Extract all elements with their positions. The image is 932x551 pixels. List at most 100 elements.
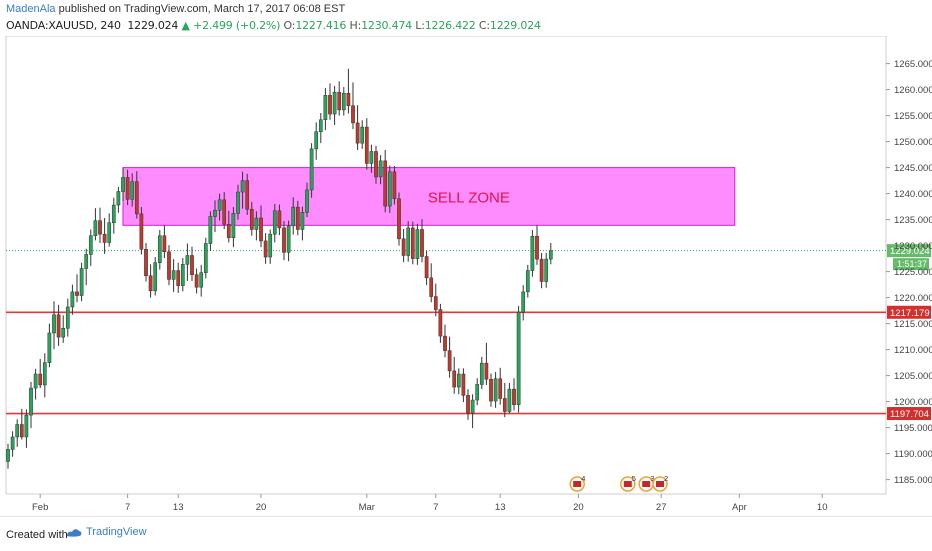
candle-body <box>351 105 355 124</box>
candle-body <box>240 180 245 193</box>
y-tick-label: 1245.000 <box>894 163 932 174</box>
candle <box>93 208 98 241</box>
candle-body <box>79 268 84 296</box>
candle <box>341 87 346 116</box>
candle-body <box>33 373 38 389</box>
candle-body <box>475 384 480 401</box>
candle <box>415 223 420 265</box>
y-tick-label: 1205.000 <box>894 371 932 382</box>
candle <box>65 298 70 337</box>
candle <box>157 230 162 270</box>
candle-body <box>61 328 66 338</box>
candle <box>107 213 112 247</box>
candle <box>535 225 539 265</box>
candle-body <box>199 272 204 288</box>
candle <box>512 378 516 411</box>
candle <box>525 264 530 298</box>
candle <box>539 252 544 289</box>
candle <box>222 192 227 229</box>
candle-body <box>24 414 29 438</box>
candle-body <box>374 151 378 178</box>
candle <box>277 204 282 236</box>
author-link[interactable]: MadenAla <box>6 3 56 15</box>
candle-body <box>544 258 549 282</box>
candle <box>507 382 512 414</box>
candle <box>493 371 498 408</box>
candle-body <box>254 217 259 230</box>
candle <box>424 250 429 286</box>
candle <box>282 221 286 261</box>
candle <box>153 257 158 296</box>
candle-body <box>15 424 20 438</box>
candle <box>148 264 153 298</box>
candle <box>88 229 93 266</box>
candle-body <box>263 240 268 258</box>
candle-body <box>507 388 512 412</box>
countdown-tag <box>893 258 929 271</box>
candle <box>249 201 254 236</box>
candle-body <box>525 270 530 293</box>
x-tick-label: 13 <box>173 502 184 513</box>
candle-body <box>305 189 309 213</box>
close-value: 1229.024 <box>489 19 541 32</box>
candle <box>167 245 171 286</box>
y-tick-label: 1215.000 <box>894 319 932 330</box>
price-axis[interactable]: 1185.000 1190.000 1195.000 1200.000 1205.000… <box>886 59 932 486</box>
x-tick-label: 13 <box>495 502 506 513</box>
candle <box>286 220 291 262</box>
candle-body <box>226 224 231 239</box>
candle <box>98 207 102 243</box>
y-tick-label: 1250.000 <box>894 137 932 148</box>
level-price-label: 1197.704 <box>890 409 929 420</box>
candle-body <box>203 243 208 273</box>
candle <box>479 356 484 390</box>
candle-body <box>208 216 213 244</box>
event-count: 4 <box>581 474 585 483</box>
candle-body <box>162 235 167 253</box>
candle <box>332 85 337 125</box>
candle <box>502 382 507 418</box>
candle <box>245 173 250 215</box>
candle <box>203 237 208 279</box>
candle-body <box>470 399 475 414</box>
candle-body <box>259 217 263 242</box>
candle <box>111 197 116 234</box>
candle <box>489 373 493 407</box>
candle <box>102 218 107 254</box>
y-tick-label: 1220.000 <box>894 293 932 304</box>
candle-body <box>167 251 171 280</box>
candle <box>410 221 415 265</box>
event-marker: 5 <box>620 474 636 492</box>
time-axis[interactable]: Feb 7 13 20 Mar 7 13 20 27 Apr 10 <box>32 494 827 513</box>
candle <box>295 200 300 236</box>
candle <box>144 243 148 282</box>
candle <box>226 210 231 243</box>
candle-body <box>502 398 507 412</box>
candle-body <box>530 235 535 271</box>
candle-body <box>84 254 89 269</box>
tradingview-brand[interactable]: TradingView <box>66 526 147 538</box>
candle-body <box>438 309 443 337</box>
candle <box>387 165 392 213</box>
last-value: 1229.024 <box>127 19 179 32</box>
event-marker: 4 <box>569 474 585 492</box>
x-tick-label: Mar <box>359 502 375 513</box>
candle-body <box>249 208 254 230</box>
candle <box>213 200 217 233</box>
candle-body <box>6 449 10 462</box>
candle-body <box>383 160 388 207</box>
publish-info: MadenAla published on TradingView.com, M… <box>6 3 345 15</box>
candle <box>263 233 268 264</box>
candle <box>61 315 66 343</box>
x-tick-label: 20 <box>256 502 267 513</box>
candle <box>443 324 447 358</box>
candle-body <box>397 198 401 240</box>
candle <box>406 221 411 262</box>
candle <box>369 144 374 173</box>
candle-body <box>47 332 52 363</box>
candle <box>291 197 296 235</box>
plot-area[interactable] <box>5 36 887 495</box>
y-tick-label: 1190.000 <box>894 449 932 460</box>
candle-body <box>102 233 107 243</box>
price-chart[interactable]: SELL ZONE 1217.179 1197.704 1229.024 1:51:3… <box>0 36 932 516</box>
